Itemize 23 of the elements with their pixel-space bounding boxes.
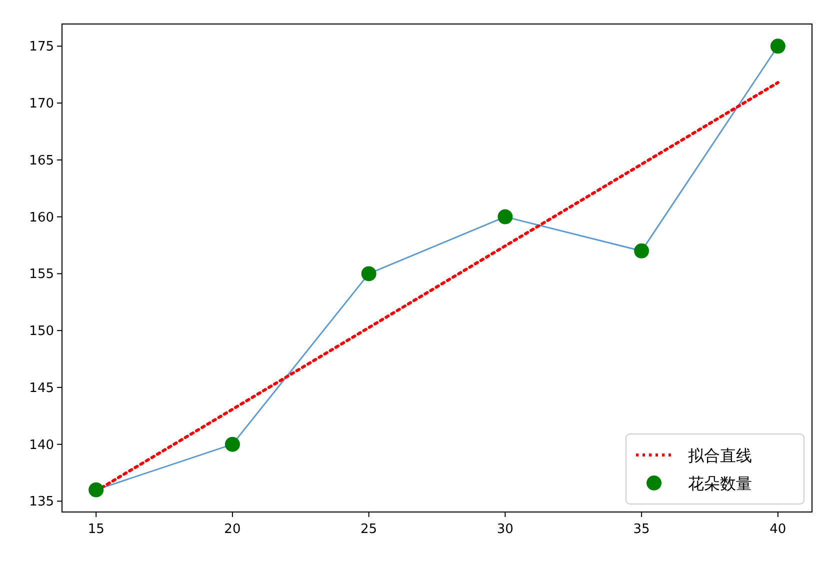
x-tick-label: 15 (88, 522, 104, 537)
point (88, 482, 104, 498)
point (770, 38, 786, 54)
y-tick-label: 170 (29, 96, 54, 112)
point (634, 243, 650, 258)
y-tick-label: 140 (29, 438, 54, 453)
y-tick-label: 150 (29, 324, 54, 340)
legend-label: 拟合直线 (688, 446, 752, 465)
y-tick-label: 135 (29, 494, 54, 510)
point (361, 266, 376, 282)
y-tick-label: 175 (29, 40, 54, 55)
x-tick-label: 40 (770, 522, 786, 537)
x-tick-label: 20 (224, 522, 241, 537)
x-tick-label: 25 (360, 522, 378, 537)
y-tick-label: 155 (29, 267, 54, 282)
y-tick-label: 160 (29, 210, 54, 226)
point (498, 209, 513, 224)
x-tick-label: 35 (633, 522, 650, 537)
y-tick-label: 145 (29, 380, 54, 396)
legend-label: 花朵数量 (688, 474, 752, 493)
point (224, 436, 240, 452)
y-tick-label: 165 (29, 153, 54, 168)
x-tick-label: 30 (496, 522, 514, 537)
